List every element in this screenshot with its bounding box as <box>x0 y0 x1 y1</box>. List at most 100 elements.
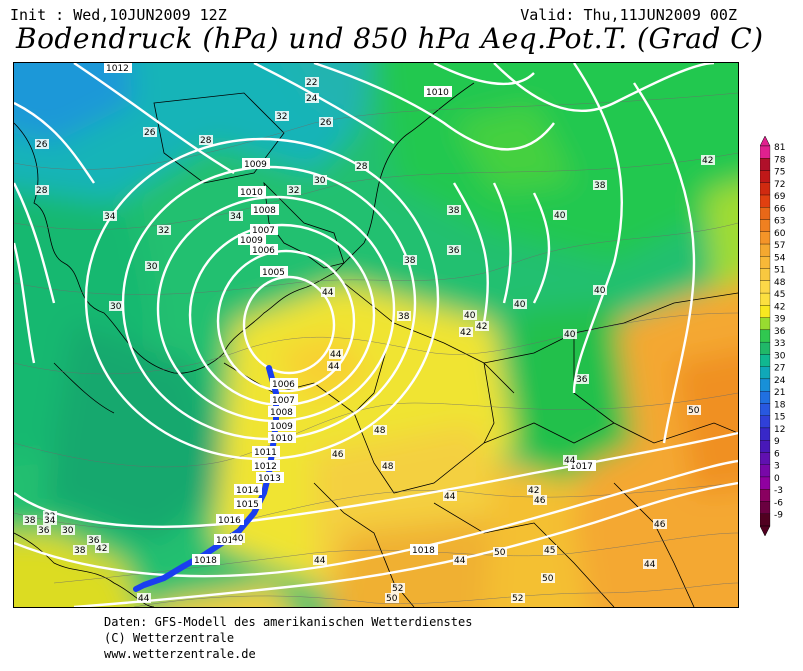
theta-label: 26 <box>36 140 48 150</box>
theta-label: 46 <box>534 496 546 506</box>
legend-swatch <box>760 354 771 367</box>
legend-level-label: 30 <box>774 351 786 361</box>
theta-label: 38 <box>398 312 410 322</box>
theta-label: 40 <box>594 286 606 296</box>
isobar-label: 1018 <box>412 546 435 556</box>
legend-swatch <box>760 366 771 380</box>
theta-label: 36 <box>38 526 50 536</box>
legend-swatch <box>760 243 771 257</box>
theta-label-bg <box>137 593 151 603</box>
theta-label: 30 <box>110 302 122 312</box>
legend-level-label: 3 <box>774 462 780 472</box>
theta-label-bg <box>575 374 589 384</box>
legend-level-label: -6 <box>774 498 783 508</box>
legend-swatch <box>760 489 771 502</box>
legend-swatch <box>760 292 771 306</box>
theta-label-bg <box>35 139 49 149</box>
isobar-label-bg <box>260 266 288 277</box>
footer-copyright: (C) Wetterzentrale <box>104 631 235 645</box>
legend-level-label: 39 <box>774 315 786 325</box>
theta-label: 52 <box>392 584 403 594</box>
footer-website[interactable]: www.wetterzentrale.de <box>104 647 256 661</box>
legend-swatch <box>760 207 771 220</box>
legend-swatch <box>760 476 771 490</box>
theta-label: 46 <box>332 450 344 460</box>
isobar-label-bg <box>238 186 266 197</box>
legend-swatch <box>760 268 771 281</box>
theta-label-bg <box>403 255 417 265</box>
theta-label: 44 <box>330 350 342 360</box>
isobar-label: 1010 <box>426 88 449 98</box>
legend-level-label: 60 <box>774 229 786 239</box>
theta-label: 42 <box>702 156 713 166</box>
isobar-label: 1012 <box>254 462 277 472</box>
theta-label-bg <box>543 545 557 555</box>
theta-label-bg <box>109 301 123 311</box>
isobar-label: 1011 <box>254 448 277 458</box>
theta-label: 50 <box>494 548 506 558</box>
isobar-label-bg <box>238 234 266 245</box>
legend-level-label: 78 <box>774 155 786 165</box>
legend-level-label: 36 <box>774 327 786 337</box>
theta-label-bg <box>103 211 117 221</box>
theta-label: 30 <box>314 176 326 186</box>
map-labels: 1012 1010 1009 1010 1009 1008 1007 1006 1005 1006… <box>23 63 715 604</box>
theta-label-bg <box>593 180 607 190</box>
isobar-label-bg <box>256 472 284 483</box>
theta-label-bg <box>313 555 327 565</box>
legend-level-label: 15 <box>774 413 785 423</box>
theta-label-bg <box>199 135 213 145</box>
legend-level-label: 9 <box>774 437 780 447</box>
legend-swatch <box>760 170 771 183</box>
theta-label-bg <box>327 361 341 371</box>
theta-label-bg <box>321 287 335 297</box>
theta-label-bg <box>23 515 37 525</box>
theta-label-bg <box>305 93 319 103</box>
theta-label-bg <box>397 311 411 321</box>
legend-level-label: 57 <box>774 241 785 251</box>
theta-label: 30 <box>62 526 74 536</box>
legend-swatch <box>760 194 771 208</box>
isobar-label-bg <box>192 554 220 565</box>
isobar-label-bg <box>270 378 298 389</box>
theta-label-bg <box>229 211 243 221</box>
theta-label: 26 <box>320 118 332 128</box>
isobar-label-bg <box>250 224 278 235</box>
isobar-label-bg <box>410 544 438 555</box>
theta-label: 40 <box>232 534 244 544</box>
theta-label-bg <box>231 533 245 543</box>
theta-label-bg <box>37 525 51 535</box>
isobar-label-bg <box>252 460 280 471</box>
isobar-label: 1010 <box>270 434 293 444</box>
legend-level-label: 51 <box>774 266 785 276</box>
legend-swatch <box>760 145 771 159</box>
theta-label-bg <box>305 77 319 87</box>
legend-level-label: 18 <box>774 400 786 410</box>
theta-label-bg <box>643 559 657 569</box>
color-legend: 8178757269666360575451484542393633302724… <box>760 136 786 536</box>
isobar-label: 1015 <box>236 500 259 510</box>
theta-label: 42 <box>96 544 107 554</box>
theta-label: 34 <box>44 516 56 526</box>
theta-label-bg <box>319 117 333 127</box>
legend-swatch <box>760 329 771 343</box>
isobar-label: 1005 <box>262 268 285 278</box>
isobar-label: 1010 <box>240 188 263 198</box>
theta-label-bg <box>653 519 667 529</box>
legend-level-label: 27 <box>774 364 785 374</box>
theta-label-bg <box>95 543 109 553</box>
legend-swatch <box>760 415 771 429</box>
isobar-label-bg <box>252 446 280 457</box>
legend-level-label: 75 <box>774 168 785 178</box>
theta-label: 24 <box>306 94 318 104</box>
theta-label-bg <box>563 329 577 339</box>
legend-swatch <box>760 391 771 404</box>
legend-level-label: 45 <box>774 290 785 300</box>
theta-label: 36 <box>448 246 460 256</box>
theta-label-bg <box>35 185 49 195</box>
legend-swatch <box>760 501 771 514</box>
legend-level-label: 54 <box>774 253 786 263</box>
legend-swatch <box>760 427 771 441</box>
theta-label-bg <box>447 205 461 215</box>
isobar-label: 1009 <box>244 160 267 170</box>
